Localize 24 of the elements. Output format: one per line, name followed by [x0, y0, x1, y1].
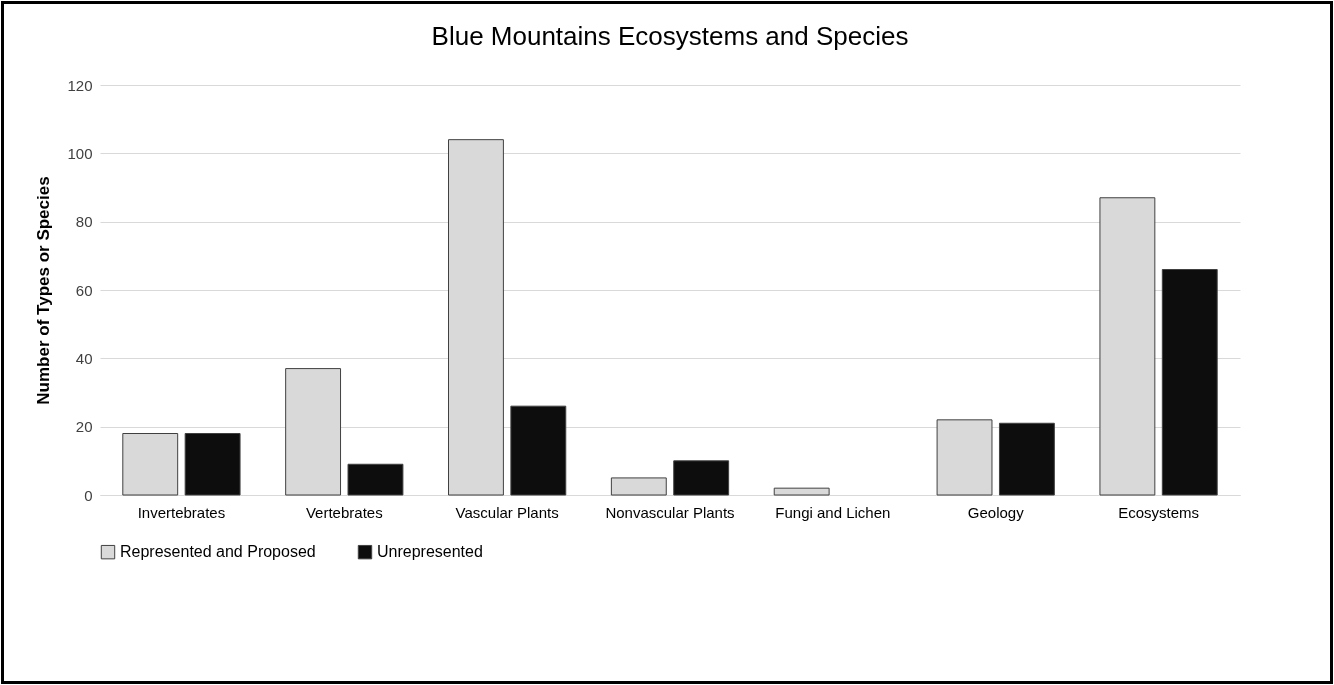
chart-title: Blue Mountains Ecosystems and Species [431, 21, 909, 51]
bar [673, 460, 730, 496]
y-tick-label: 40 [75, 349, 93, 367]
y-tick-label: 120 [67, 76, 93, 94]
y-tick-label: 80 [75, 213, 93, 231]
x-tick-label: Geology [967, 503, 1025, 521]
y-axis-title: Number of Types or Species [34, 176, 54, 405]
legend-label: Represented and Proposed [120, 543, 316, 561]
y-tick-label: 0 [84, 486, 93, 504]
bar [998, 422, 1055, 496]
bar [510, 405, 567, 496]
y-tick-label: 60 [75, 281, 93, 299]
x-tick-label: Invertebrates [137, 503, 226, 521]
bar [347, 463, 404, 496]
y-tick-label: 20 [75, 418, 93, 436]
x-tick-label: Ecosystems [1118, 503, 1199, 521]
bar [1161, 269, 1218, 496]
bar [184, 433, 241, 496]
x-tick-label: Nonvascular Plants [605, 503, 735, 521]
x-tick-label: Vascular Plants [455, 503, 559, 521]
x-tick-label: Fungi and Lichen [775, 503, 891, 521]
legend-label: Unrepresented [377, 543, 483, 561]
x-tick-label: Vertebrates [305, 503, 383, 521]
y-tick-label: 100 [67, 144, 93, 162]
